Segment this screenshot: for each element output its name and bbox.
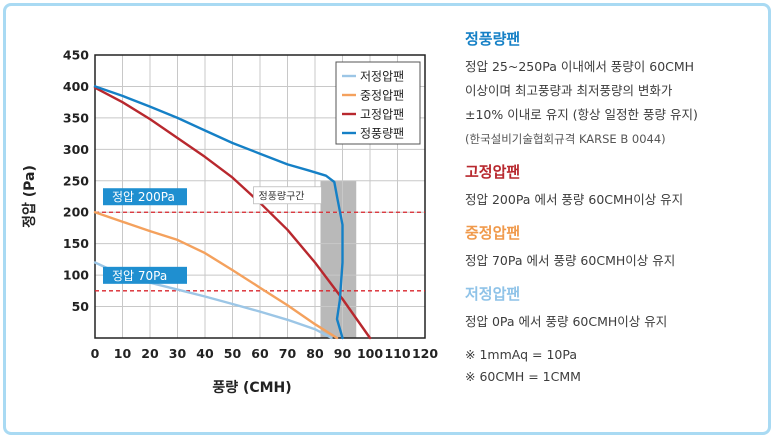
band-label: 정풍량구간 bbox=[259, 190, 305, 202]
series-line-3 bbox=[93, 86, 372, 340]
x-tick-label: 10 bbox=[114, 346, 132, 361]
x-tick-label: 0 bbox=[91, 346, 100, 361]
y-tick-label: 150 bbox=[63, 236, 89, 251]
section-high-fan: 고정압팬 정압 200Pa 에서 풍량 60CMH이상 유지 bbox=[465, 161, 775, 212]
unit-note: ※ 60CMH = 1CMM bbox=[465, 369, 581, 384]
threshold-label-box bbox=[103, 266, 187, 284]
section-title-mid-fan: 중정압팬 bbox=[465, 224, 521, 242]
y-tick-label: 350 bbox=[63, 110, 89, 125]
x-tick-label: 110 bbox=[384, 346, 410, 361]
section-line: 정압 200Pa 에서 풍량 60CMH이상 유지 bbox=[465, 192, 684, 207]
y-axis-title: 정압 (Pa) bbox=[21, 165, 38, 228]
x-tick-label: 80 bbox=[306, 346, 324, 361]
plot-border bbox=[94, 54, 426, 339]
fan-performance-chart: 정압 200Pa 정압 70Pa 정풍량구간 0 10 20 30 40 50 60 70 80 90 1… bbox=[21, 48, 438, 397]
legend-entry: 저정압팬 bbox=[360, 70, 404, 84]
series-line-4 bbox=[93, 85, 344, 340]
section-title-high-fan: 고정압팬 bbox=[465, 163, 521, 181]
x-tick-label: 20 bbox=[141, 346, 159, 361]
section-sub-note: (한국설비기술협회규격 KARSE B 0044) bbox=[465, 132, 666, 146]
section-line: 정압 0Pa 에서 풍량 60CMH이상 유지 bbox=[465, 314, 668, 329]
y-tick-label: 300 bbox=[63, 142, 89, 157]
description-panel: 정풍량팬 정압 25~250Pa 이내에서 풍량이 60CMH 이상이며 최고풍… bbox=[465, 28, 775, 388]
section-low-fan: 저정압팬 정압 0Pa 에서 풍량 60CMH이상 유지 bbox=[465, 283, 775, 334]
x-tick-label: 40 bbox=[196, 346, 214, 361]
threshold-label-box bbox=[103, 188, 187, 206]
figure-frame: 정압 200Pa 정압 70Pa 정풍량구간 0 10 20 30 40 50 60 70 80 90 1… bbox=[3, 3, 771, 435]
legend-entry: 고정압팬 bbox=[360, 108, 404, 122]
threshold-label: 정압 200Pa bbox=[112, 190, 175, 204]
x-tick-label: 90 bbox=[334, 346, 352, 361]
section-line: 정압 25~250Pa 이내에서 풍량이 60CMH bbox=[465, 59, 695, 74]
legend-entry: 중정압팬 bbox=[360, 89, 404, 103]
band-label-box bbox=[253, 186, 322, 205]
section-mid-fan: 중정압팬 정압 70Pa 에서 풍량 60CMH이상 유지 bbox=[465, 222, 775, 273]
threshold-label: 정압 70Pa bbox=[112, 269, 167, 283]
section-title-const-fan: 정풍량팬 bbox=[465, 30, 521, 48]
y-tick-label: 50 bbox=[72, 299, 90, 314]
section-line: 정압 70Pa 에서 풍량 60CMH이상 유지 bbox=[465, 253, 676, 268]
x-tick-label: 30 bbox=[169, 346, 187, 361]
section-const-fan: 정풍량팬 정압 25~250Pa 이내에서 풍량이 60CMH 이상이며 최고풍… bbox=[465, 28, 775, 151]
y-tick-label: 200 bbox=[63, 205, 89, 220]
x-tick-label: 60 bbox=[251, 346, 269, 361]
unit-note: ※ 1mmAq = 10Pa bbox=[465, 347, 577, 362]
x-axis-title: 풍량 (CMH) bbox=[212, 380, 291, 396]
x-tick-label: 70 bbox=[279, 346, 297, 361]
y-tick-label: 250 bbox=[63, 173, 89, 188]
section-line: ±10% 이내로 유지 (항상 일정한 풍량 유지) bbox=[465, 107, 698, 122]
series-line-2 bbox=[93, 211, 339, 340]
x-tick-label: 120 bbox=[412, 346, 438, 361]
x-tick-label: 100 bbox=[357, 346, 383, 361]
y-tick-label: 100 bbox=[63, 268, 89, 283]
section-line: 이상이며 최고풍량과 최저풍량의 변화가 bbox=[465, 83, 673, 98]
legend-entry: 정풍량팬 bbox=[360, 127, 404, 141]
y-tick-label: 450 bbox=[63, 48, 89, 63]
section-title-low-fan: 저정압팬 bbox=[465, 285, 521, 303]
x-tick-label: 50 bbox=[224, 346, 242, 361]
y-tick-label: 400 bbox=[63, 79, 89, 94]
